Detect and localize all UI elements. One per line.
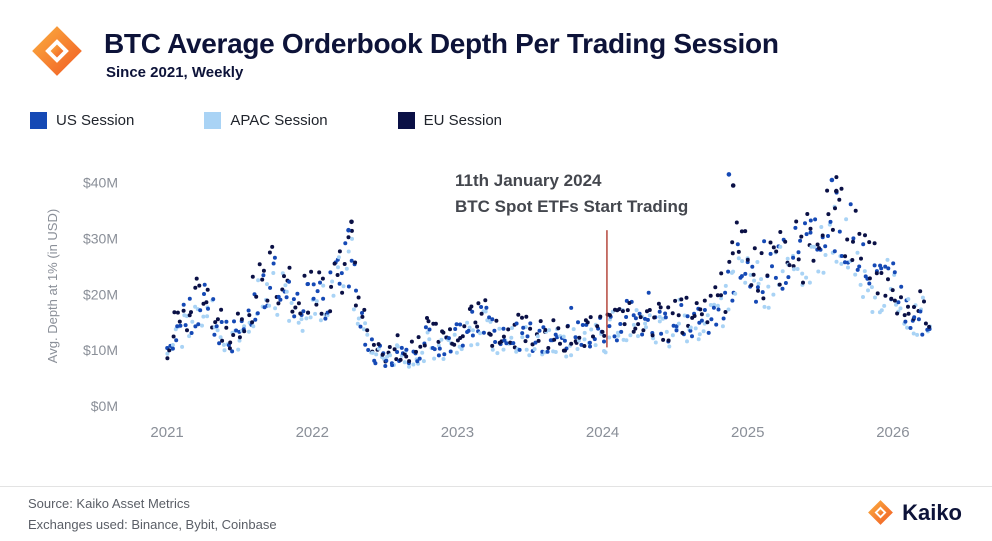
svg-text:2024: 2024 [586, 424, 619, 441]
legend-label: APAC Session [230, 112, 328, 129]
apac-session-swatch-icon [204, 112, 222, 129]
annotation-line2: BTC Spot ETFs Start Trading [455, 197, 689, 216]
page-subtitle: Since 2021, Weekly [106, 64, 244, 81]
svg-text:$20M: $20M [83, 286, 118, 302]
svg-text:$0M: $0M [91, 398, 118, 414]
kaiko-brand: Kaiko [867, 499, 962, 526]
scatter-chart-area: $0M $10M $20M $30M $40M 2021 2022 2023 2024 2025 2… [0, 150, 992, 460]
chart-legend: US Session APAC Session EU Session [30, 112, 502, 129]
annotation-line1: 11th January 2024 [455, 171, 602, 190]
kaiko-logo-icon [868, 500, 893, 525]
scatter-chart: $0M $10M $20M $30M $40M 2021 2022 2023 2024 2025 2… [45, 172, 932, 441]
footer-source: Source: Kaiko Asset Metrics [28, 496, 190, 511]
etf-annotation: 11th January 2024 BTC Spot ETFs Start Tr… [455, 168, 688, 220]
legend-item-apac-session: APAC Session [204, 112, 328, 129]
svg-text:2022: 2022 [296, 424, 329, 441]
svg-text:2026: 2026 [876, 424, 909, 441]
footer: Source: Kaiko Asset Metrics Exchanges us… [0, 486, 992, 541]
eu-session-swatch-icon [397, 112, 415, 129]
svg-text:2023: 2023 [441, 424, 474, 441]
svg-text:2025: 2025 [731, 424, 764, 441]
page-title: BTC Average Orderbook Depth Per Trading … [104, 28, 779, 59]
svg-text:$30M: $30M [83, 231, 118, 247]
svg-text:Avg. Depth at 1% (in USD): Avg. Depth at 1% (in USD) [45, 209, 60, 363]
legend-label: US Session [56, 112, 135, 129]
kaiko-logo-icon [32, 26, 82, 76]
legend-label: EU Session [423, 112, 503, 129]
svg-text:$10M: $10M [83, 342, 118, 358]
footer-exchanges: Exchanges used: Binance, Bybit, Coinbase [28, 517, 277, 532]
svg-text:2021: 2021 [150, 424, 183, 441]
svg-text:$40M: $40M [83, 175, 118, 191]
us-session-swatch-icon [30, 112, 47, 129]
brand-name: Kaiko [902, 499, 962, 525]
legend-item-us-session: US Session [30, 112, 134, 129]
legend-item-eu-session: EU Session [397, 112, 503, 129]
